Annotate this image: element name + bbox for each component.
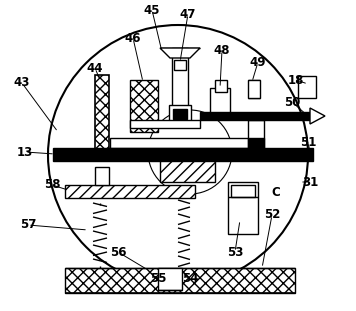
Text: 43: 43: [14, 77, 30, 90]
Bar: [95, 75, 109, 160]
Bar: [174, 60, 186, 70]
Bar: [173, 109, 187, 119]
Bar: [215, 80, 227, 92]
Bar: [95, 167, 109, 185]
Text: 52: 52: [264, 208, 280, 221]
Bar: [65, 185, 195, 198]
Bar: [200, 112, 310, 120]
Text: 18: 18: [288, 73, 304, 86]
Bar: [248, 138, 264, 148]
Bar: [110, 138, 260, 148]
Text: 45: 45: [144, 3, 160, 16]
Bar: [248, 80, 260, 98]
Text: 13: 13: [17, 146, 33, 159]
Text: 46: 46: [125, 31, 141, 44]
Bar: [228, 182, 258, 234]
Bar: [158, 268, 182, 290]
Text: 49: 49: [250, 55, 266, 68]
Polygon shape: [160, 48, 200, 58]
Bar: [298, 76, 316, 98]
Text: 51: 51: [300, 136, 316, 148]
Bar: [160, 152, 215, 182]
Bar: [130, 120, 200, 128]
Text: 53: 53: [227, 245, 243, 258]
Bar: [169, 105, 191, 123]
Bar: [210, 88, 230, 118]
Text: 48: 48: [214, 44, 230, 57]
Text: 50: 50: [284, 95, 300, 109]
Text: 31: 31: [302, 175, 318, 188]
Bar: [231, 185, 255, 197]
Text: 56: 56: [110, 245, 126, 258]
Text: 47: 47: [180, 7, 196, 21]
Text: 57: 57: [20, 219, 36, 231]
Bar: [53, 148, 313, 161]
Text: 44: 44: [87, 62, 103, 75]
Text: 58: 58: [44, 179, 60, 192]
Bar: [248, 120, 264, 148]
Bar: [172, 48, 188, 120]
Polygon shape: [310, 108, 325, 124]
Bar: [130, 80, 158, 132]
Text: 54: 54: [182, 272, 198, 285]
Text: 55: 55: [150, 272, 166, 285]
Bar: [65, 268, 295, 293]
Text: C: C: [272, 185, 281, 198]
